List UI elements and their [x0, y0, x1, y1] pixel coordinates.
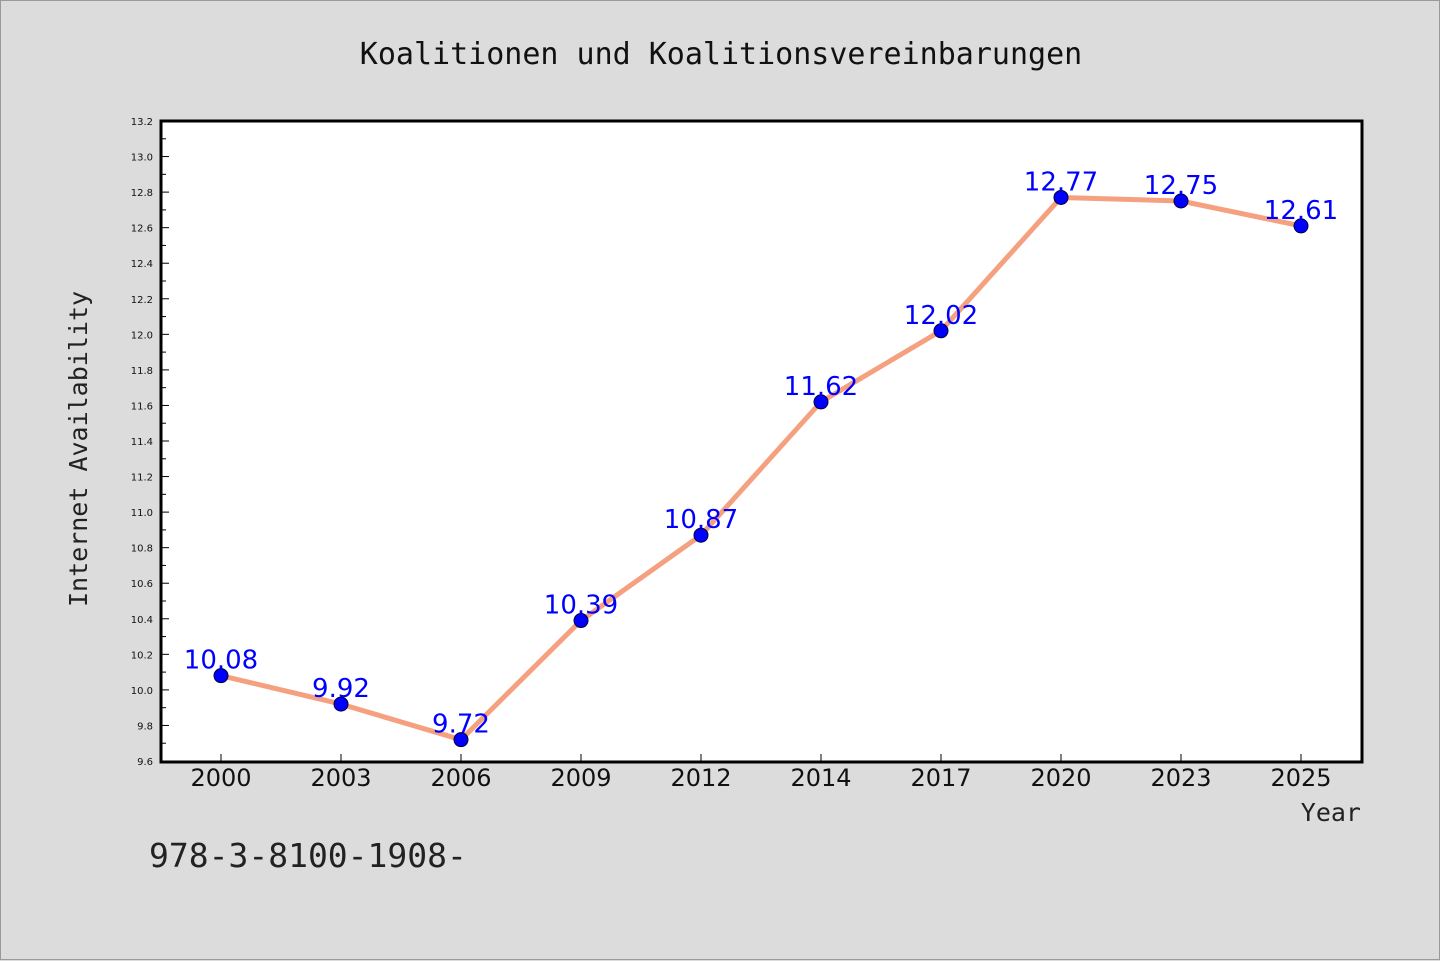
y-tick-label: 12.8 — [131, 188, 153, 199]
y-tick-label: 11.2 — [131, 473, 153, 484]
x-tick-label: 2020 — [1030, 764, 1091, 792]
data-markers — [213, 189, 1309, 748]
y-tick-label: 12.2 — [131, 295, 153, 306]
chart-title: Koalitionen und Koalitionsvereinbarungen — [360, 37, 1082, 72]
y-tick-label: 10.0 — [131, 686, 153, 697]
data-point — [1293, 218, 1309, 234]
x-axis-tick-labels: 2000 2003 2006 2009 2012 2014 2017 2020 2023 2025 — [190, 764, 1331, 792]
data-label: 12.02 — [904, 301, 978, 331]
x-tick-label: 2025 — [1270, 764, 1331, 792]
data-label: 12.77 — [1024, 167, 1098, 197]
data-point — [213, 668, 229, 684]
footer-code-text: 978-3-8100-1908- — [149, 836, 467, 875]
y-tick-label: 10.2 — [131, 650, 153, 661]
data-point — [333, 696, 349, 712]
y-tick-label: 10.8 — [131, 544, 153, 555]
data-point — [813, 394, 829, 410]
data-label: 11.62 — [784, 372, 858, 402]
plot-area — [159, 119, 1364, 764]
x-axis-label: Year — [1301, 798, 1361, 827]
y-axis-label: Internet Availability — [64, 291, 93, 607]
x-tick-label: 2006 — [430, 764, 491, 792]
y-tick-label: 9.8 — [137, 721, 153, 732]
x-tick-label: 2017 — [910, 764, 971, 792]
data-label: 9.92 — [312, 674, 370, 704]
y-tick-label: 11.6 — [131, 401, 153, 412]
x-tick-label: 2000 — [190, 764, 251, 792]
y-tick-label: 12.6 — [131, 224, 153, 235]
x-tick-label: 2009 — [550, 764, 611, 792]
y-axis-ticks — [162, 120, 169, 762]
y-tick-label: 13.2 — [131, 117, 153, 128]
data-label: 10.87 — [664, 505, 738, 535]
y-tick-label: 11.4 — [131, 437, 153, 448]
series-line — [218, 194, 1304, 743]
data-point — [1173, 193, 1189, 209]
y-axis-tick-labels: 9.6 9.8 10.0 10.2 10.4 10.6 10.8 11.0 11.2 11.4 11… — [131, 117, 153, 768]
data-point — [693, 527, 709, 543]
data-label: 9.72 — [432, 710, 490, 740]
data-label: 10.08 — [184, 646, 258, 676]
x-tick-label: 2012 — [670, 764, 731, 792]
data-point — [573, 613, 589, 629]
y-tick-label: 13.0 — [131, 153, 153, 164]
y-tick-label: 12.4 — [131, 259, 153, 270]
data-point — [1053, 189, 1069, 205]
x-tick-label: 2023 — [1150, 764, 1211, 792]
y-tick-label: 10.4 — [131, 615, 153, 626]
data-label: 12.61 — [1264, 196, 1338, 226]
x-axis-ticks — [220, 754, 1302, 761]
data-point — [933, 323, 949, 339]
y-tick-label: 11.8 — [131, 366, 153, 377]
y-tick-label: 11.0 — [131, 508, 153, 519]
data-label: 12.75 — [1144, 171, 1218, 201]
y-tick-label: 10.6 — [131, 579, 153, 590]
y-tick-label: 9.6 — [137, 757, 153, 768]
y-tick-label: 12.0 — [131, 330, 153, 341]
data-point — [453, 732, 469, 748]
data-labels: 10.08 9.92 9.72 10.39 10.87 11.62 12.02 12.77 12… — [184, 167, 1338, 739]
data-label: 10.39 — [544, 591, 618, 621]
x-tick-label: 2003 — [310, 764, 371, 792]
x-tick-label: 2014 — [790, 764, 851, 792]
